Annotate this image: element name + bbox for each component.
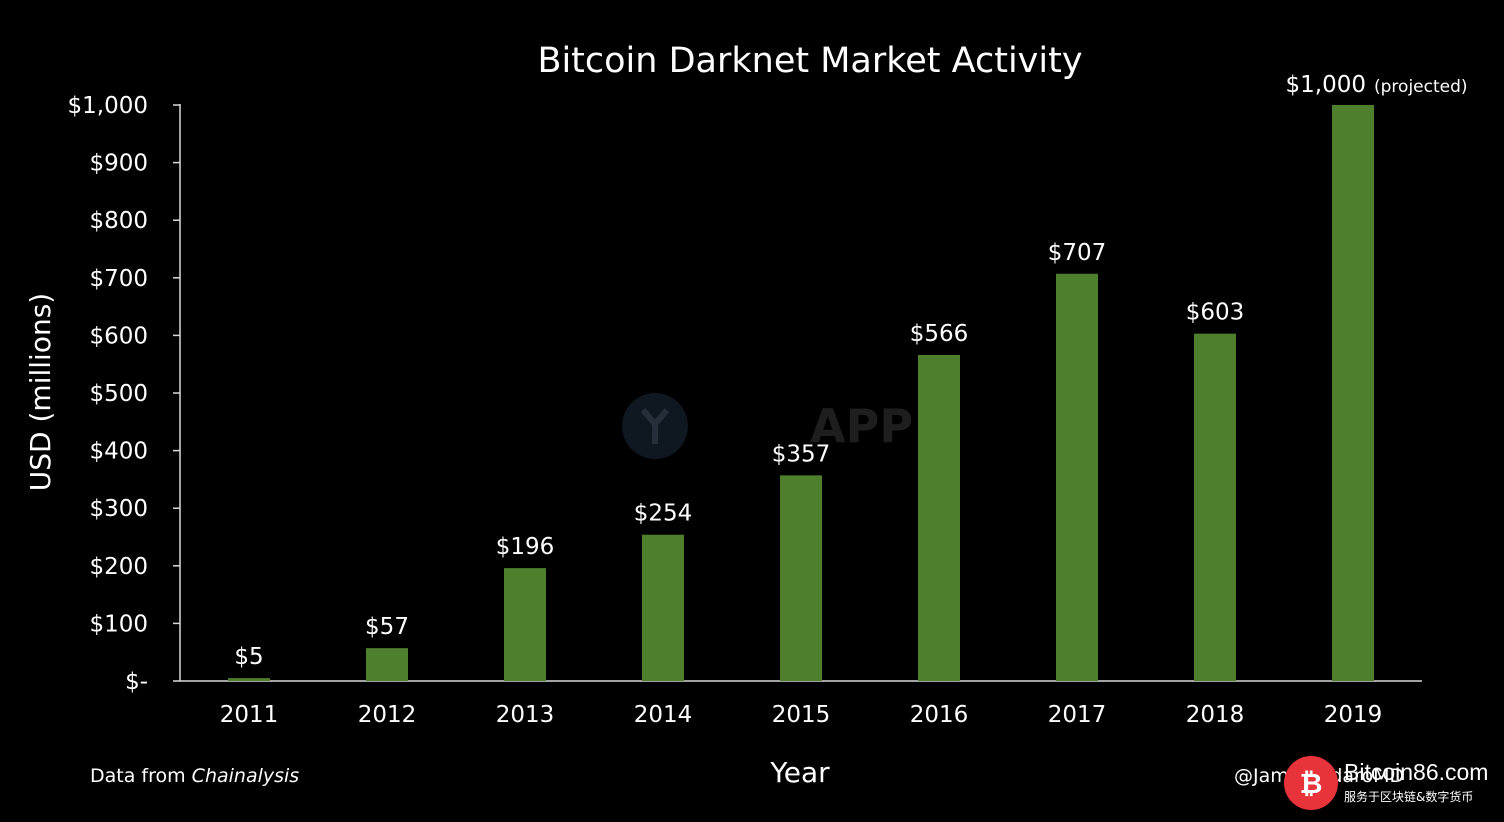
data-label: $196 (496, 534, 555, 560)
data-labels: $5 $57 $196 $254 $357 $566 $707 $603 $1,000 (proj… (234, 72, 1467, 670)
y-tick-label: $800 (89, 208, 148, 234)
y-axis-label: USD (millions) (24, 293, 57, 491)
projected-note: (projected) (1374, 77, 1468, 97)
y-tick-label: $900 (89, 151, 148, 177)
bar-2013 (504, 568, 546, 681)
x-axis-label: Year (769, 756, 830, 789)
x-tick-label: 2015 (772, 702, 831, 728)
watermark-site: ₿ Bitcoin86.com 服务于区块链&数字货币 (1284, 756, 1488, 810)
data-label: $1,000 (1286, 72, 1366, 98)
bar-2015 (780, 475, 822, 681)
y-tick-label: $300 (89, 496, 148, 522)
x-tick-label: 2019 (1324, 702, 1383, 728)
y-tick-label: $- (125, 669, 148, 695)
x-tick-label: 2012 (358, 702, 417, 728)
watermark-site-tagline: 服务于区块链&数字货币 (1344, 789, 1473, 804)
source-prefix: Data from (90, 765, 192, 787)
y-tick-label: $500 (89, 381, 148, 407)
source-note: Data from Chainalysis (90, 765, 299, 787)
bar-2014 (642, 534, 684, 681)
y-tick-label: $400 (89, 439, 148, 465)
y-tick-label: $1,000 (68, 93, 148, 119)
x-tick-label: 2013 (496, 702, 555, 728)
bitcoin-symbol-icon: ₿ (1300, 767, 1323, 800)
bar-2018 (1194, 333, 1236, 681)
x-tick-label: 2016 (910, 702, 969, 728)
watermark-app: APP (622, 393, 913, 459)
y-tick-label: $200 (89, 554, 148, 580)
watermark-app-text: APP (810, 399, 913, 453)
bars (228, 105, 1374, 681)
chart-title: Bitcoin Darknet Market Activity (537, 41, 1082, 81)
bar-2019 (1332, 105, 1374, 681)
bar-2016 (918, 354, 960, 681)
bar-2012 (366, 648, 408, 681)
source-name: Chainalysis (192, 765, 300, 787)
data-label: $5 (234, 644, 263, 670)
data-label: $603 (1186, 300, 1245, 326)
x-tick-label: 2018 (1186, 702, 1245, 728)
y-tick-label: $100 (89, 611, 148, 637)
watermark-site-name: Bitcoin86.com (1344, 759, 1488, 785)
data-label: $254 (634, 501, 693, 527)
y-axis-ticks: $- $100 $200 $300 $400 $500 $600 $700 $800 $900 $1… (68, 93, 180, 695)
x-tick-label: 2011 (220, 702, 279, 728)
x-axis-ticks: 2011 2012 2013 2014 2015 2016 2017 2018 2019 (220, 702, 1383, 728)
data-label: $707 (1048, 240, 1107, 266)
y-tick-label: $700 (89, 266, 148, 292)
watermark-app-glyph (640, 408, 670, 444)
y-tick-label: $600 (89, 323, 148, 349)
data-label: $57 (365, 614, 409, 640)
x-tick-label: 2017 (1048, 702, 1107, 728)
x-tick-label: 2014 (634, 702, 693, 728)
bar-2017 (1056, 273, 1098, 681)
bitcoin-logo-icon (1284, 756, 1338, 810)
data-label: $566 (910, 321, 969, 347)
bar-2011 (228, 678, 270, 681)
data-label: $357 (772, 441, 831, 467)
